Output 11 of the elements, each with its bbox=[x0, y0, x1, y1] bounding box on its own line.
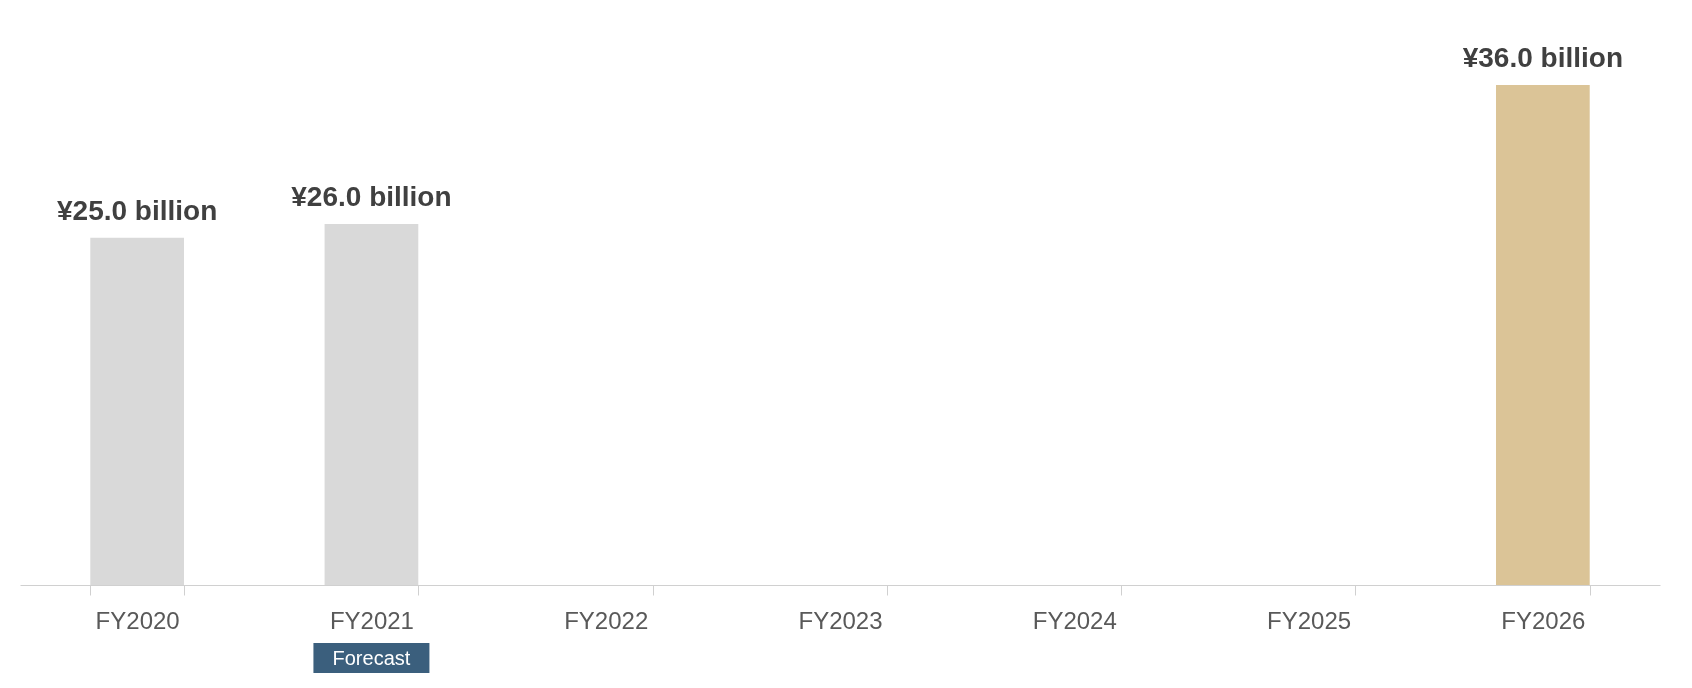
x-tick-label: FY2020 bbox=[95, 606, 180, 634]
x-tick-label: FY2026 bbox=[1501, 606, 1586, 634]
x-tick-label: FY2022 bbox=[564, 606, 649, 634]
x-tick-label: FY2023 bbox=[798, 606, 883, 634]
text: Forecast bbox=[332, 647, 411, 669]
data-label: ¥25.0 billion bbox=[57, 194, 218, 226]
data-label: ¥26.0 billion bbox=[291, 180, 452, 212]
data-label: ¥36.0 billion bbox=[1462, 42, 1623, 73]
x-tick-label: FY2025 bbox=[1267, 606, 1352, 634]
x-tick-label: FY2021 bbox=[329, 606, 414, 634]
x-tick-label: FY2024 bbox=[1032, 606, 1117, 634]
